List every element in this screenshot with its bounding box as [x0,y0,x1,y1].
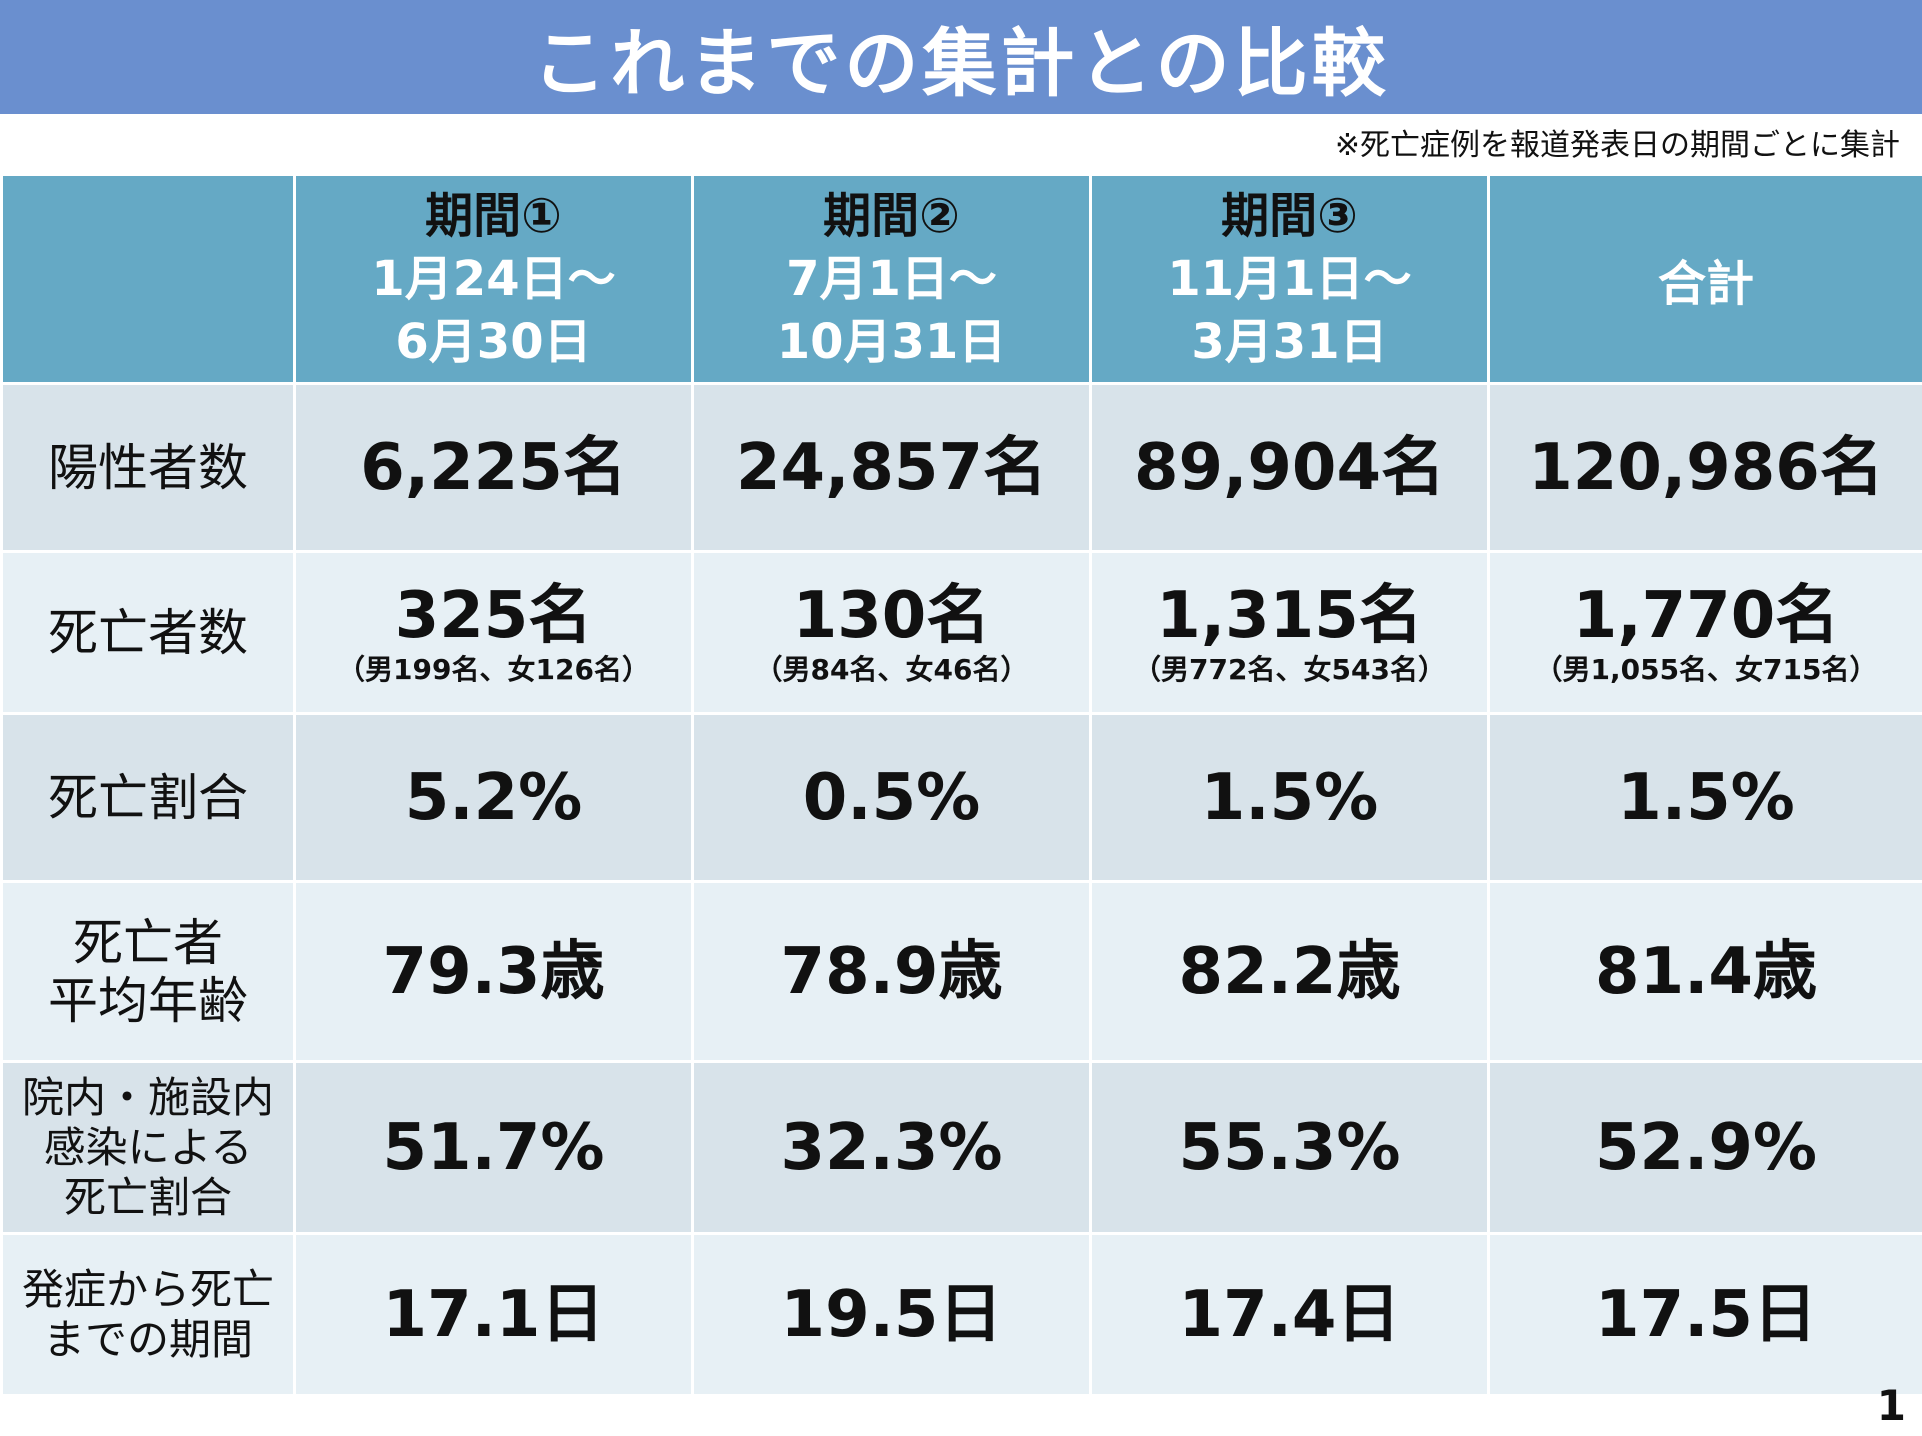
period-start: 11月1日～ [1167,250,1412,307]
cell-value: 52.9% [1594,1110,1818,1185]
table-row-positives: 陽性者数 6,225名 24,857名 89,904名 120,986名 [0,382,1922,553]
gender-breakdown: （男1,055名、女715名） [1534,652,1878,686]
cell-value: 6,225名 [360,430,627,505]
table-cell: 52.9% [1487,1060,1922,1235]
period-name: 期間③ [1221,187,1358,244]
row-label-line: 院内・施設内 [21,1072,274,1122]
period-name: 期間② [823,187,960,244]
header-row: 期間① 1月24日～ 6月30日 期間② 7月1日～ 10月31日 期間③ 11… [0,173,1922,385]
cell-value: 19.5日 [780,1277,1003,1352]
table-cell: 55.3% [1089,1060,1490,1235]
table-cell: 1,770名 （男1,055名、女715名） [1487,550,1922,715]
period-start: 7月1日～ [786,250,997,307]
row-label-line: 死亡者 [73,913,223,972]
table-cell: 0.5% [691,712,1092,883]
period-start: 1月24日～ [371,250,616,307]
cell-value: 81.4歳 [1595,934,1817,1009]
cell-value: 5.2% [404,760,583,835]
header-period-1: 期間① 1月24日～ 6月30日 [293,173,694,385]
table-row-average-age: 死亡者 平均年齢 79.3歳 78.9歳 82.2歳 81.4歳 [0,880,1922,1063]
header-period-3: 期間③ 11月1日～ 3月31日 [1089,173,1490,385]
cell-value: 82.2歳 [1178,934,1401,1009]
table-cell: 24,857名 [691,382,1092,553]
cell-value: 120,986名 [1528,430,1884,505]
comparison-table: 期間① 1月24日～ 6月30日 期間② 7月1日～ 10月31日 期間③ 11… [0,173,1922,1397]
table-cell: 1.5% [1089,712,1490,883]
table-row-onset-to-death: 発症から死亡 までの期間 17.1日 19.5日 17.4日 17.5日 [0,1232,1922,1397]
period-end: 3月31日 [1191,313,1388,370]
cell-value: 24,857名 [736,430,1047,505]
row-label: 発症から死亡 までの期間 [0,1232,296,1397]
row-label-line: までの期間 [42,1314,253,1364]
header-period-2: 期間② 7月1日～ 10月31日 [691,173,1092,385]
table-cell: 17.1日 [293,1232,694,1397]
header-total: 合計 [1487,173,1922,385]
cell-value: 1.5% [1617,760,1795,835]
table-row-facility-infection: 院内・施設内 感染による 死亡割合 51.7% 32.3% 55.3% 52.9… [0,1060,1922,1235]
title-bar: これまでの集計との比較 [0,0,1922,114]
page-title: これまでの集計との比較 [532,20,1390,107]
cell-value: 1,770名 [1572,578,1840,653]
row-label: 院内・施設内 感染による 死亡割合 [0,1060,296,1235]
gender-breakdown: （男199名、女126名） [337,652,650,686]
table-cell: 79.3歳 [293,880,694,1063]
table-cell: 82.2歳 [1089,880,1490,1063]
table-cell: 6,225名 [293,382,694,553]
cell-value: 130名 [792,578,991,653]
row-label-line: 発症から死亡 [21,1264,274,1314]
table-cell: 325名 （男199名、女126名） [293,550,694,715]
row-label-line: 平均年齢 [48,971,248,1030]
cell-value: 17.5日 [1595,1277,1817,1352]
period-end: 10月31日 [776,313,1007,370]
row-label: 死亡者数 [0,550,296,715]
table-cell: 1,315名 （男772名、女543名） [1089,550,1490,715]
aggregation-note: ※死亡症例を報道発表日の期間ごとに集計 [1334,128,1900,163]
period-end: 6月30日 [395,313,592,370]
cell-value: 79.3歳 [382,934,605,1009]
cell-value: 51.7% [382,1110,605,1185]
table-row-deaths: 死亡者数 325名 （男199名、女126名） 130名 （男84名、女46名）… [0,550,1922,715]
cell-value: 1.5% [1200,760,1379,835]
cell-value: 1,315名 [1156,578,1423,653]
cell-value: 55.3% [1178,1110,1401,1185]
cell-value: 78.9歳 [780,934,1003,1009]
gender-breakdown: （男84名、女46名） [754,652,1029,686]
cell-value: 32.3% [780,1110,1003,1185]
table-cell: 89,904名 [1089,382,1490,553]
total-label: 合計 [1657,256,1754,312]
table-cell: 51.7% [293,1060,694,1235]
table-cell: 81.4歳 [1487,880,1922,1063]
cell-value: 0.5% [802,760,981,835]
period-name: 期間① [425,187,562,244]
row-label: 死亡割合 [0,712,296,883]
cell-value: 17.4日 [1178,1277,1401,1352]
table-cell: 17.4日 [1089,1232,1490,1397]
table-cell: 32.3% [691,1060,1092,1235]
cell-value: 89,904名 [1134,430,1445,505]
table-cell: 78.9歳 [691,880,1092,1063]
row-label-line: 感染による [43,1122,253,1172]
table-cell: 1.5% [1487,712,1922,883]
row-label: 死亡者 平均年齢 [0,880,296,1063]
row-label: 陽性者数 [0,382,296,553]
table-cell: 120,986名 [1487,382,1922,553]
table-row-death-rate: 死亡割合 5.2% 0.5% 1.5% 1.5% [0,712,1922,883]
table-cell: 130名 （男84名、女46名） [691,550,1092,715]
header-empty-cell [0,173,296,385]
table-cell: 17.5日 [1487,1232,1922,1397]
cell-value: 17.1日 [382,1277,605,1352]
row-label-line: 死亡割合 [63,1172,232,1222]
cell-value: 325名 [394,578,593,653]
table-cell: 19.5日 [691,1232,1092,1397]
page-number: 1 [1876,1381,1906,1430]
gender-breakdown: （男772名、女543名） [1133,652,1446,686]
table-cell: 5.2% [293,712,694,883]
